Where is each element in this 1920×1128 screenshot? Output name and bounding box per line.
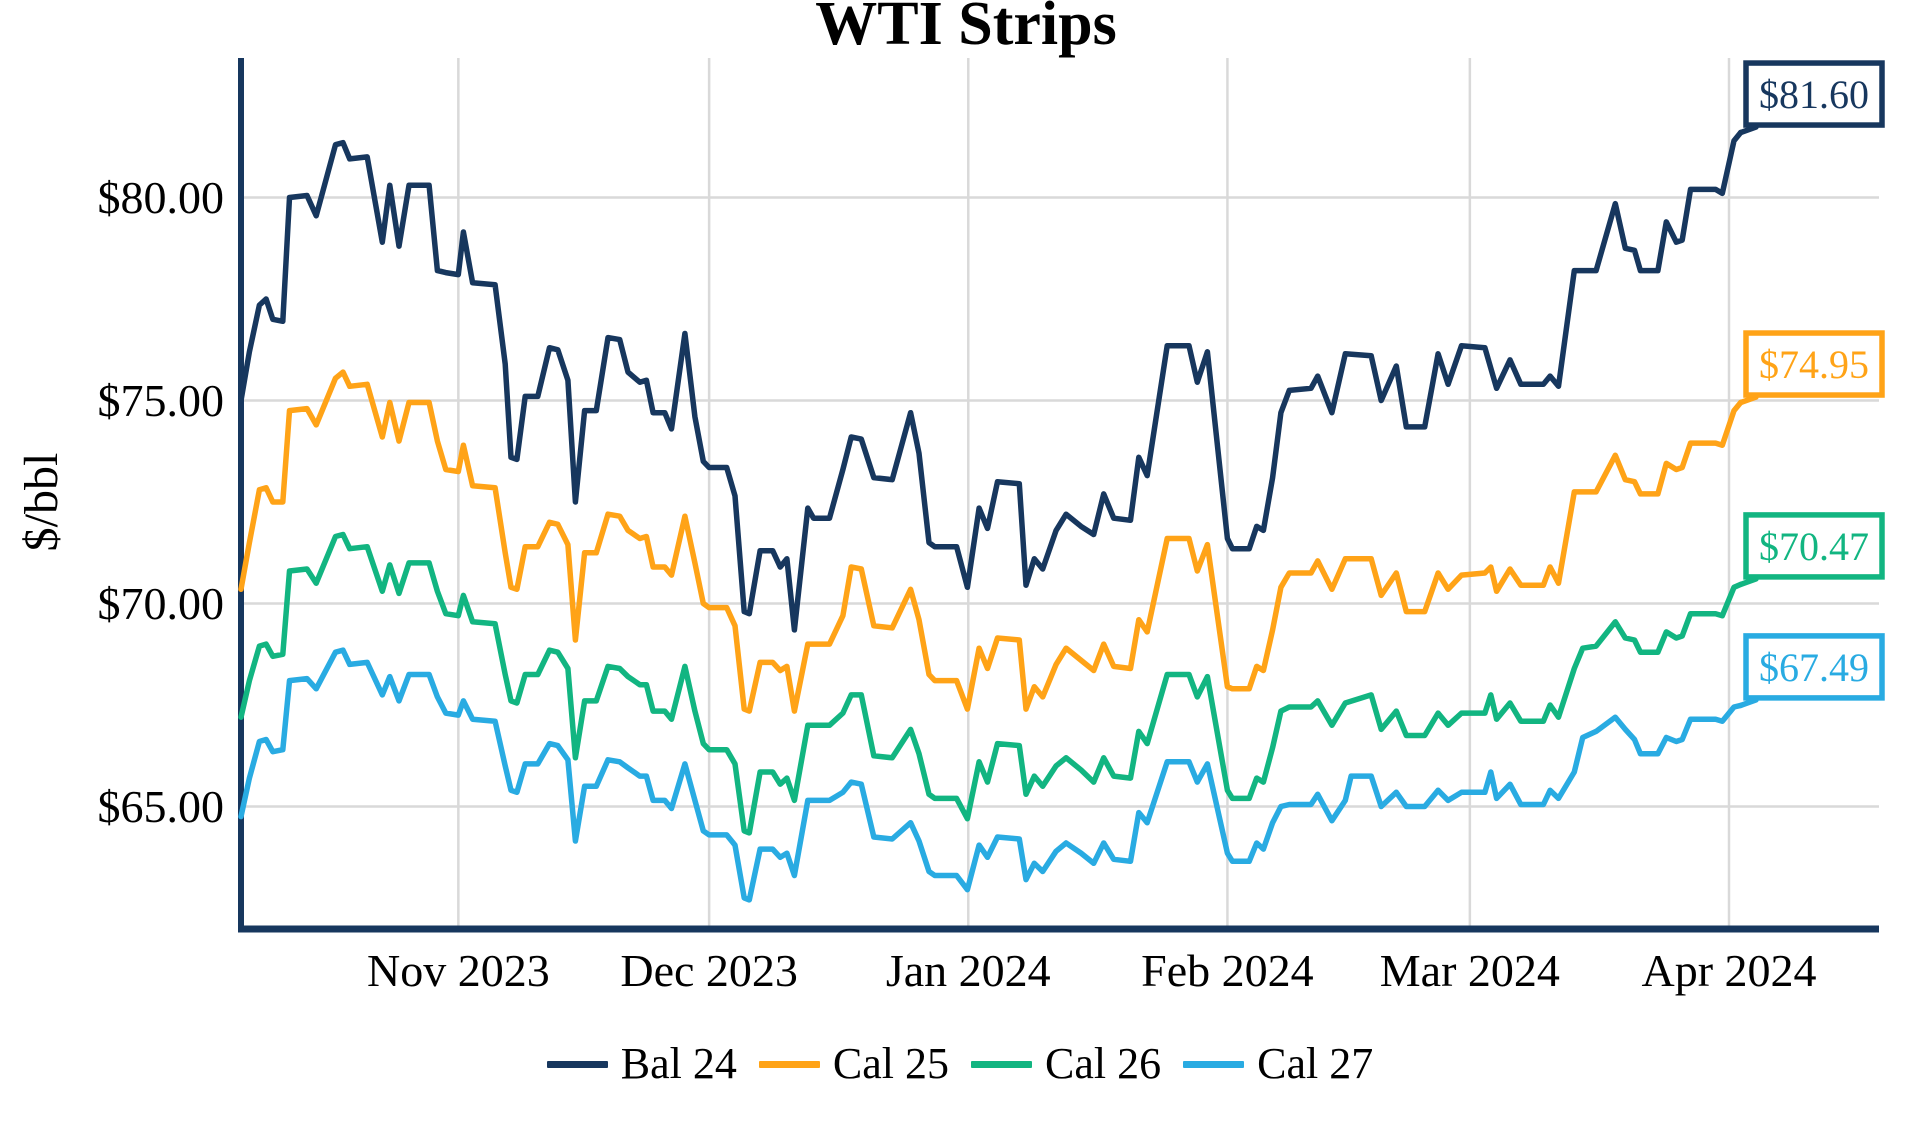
- x-tick-label: Jan 2024: [885, 945, 1051, 996]
- end-label-value: $74.95: [1759, 342, 1869, 387]
- end-label-box-cal-25: [1743, 330, 1885, 398]
- series-line-bal-24: [238, 129, 1744, 633]
- end-label-leader: [1737, 394, 1759, 406]
- grid-layer: [243, 58, 1879, 926]
- series-line-cal-27: [238, 647, 1744, 903]
- series-line-cal-25: [238, 369, 1744, 714]
- legend-label: Cal 25: [832, 1039, 949, 1088]
- end-label-box-bal-24: [1743, 60, 1885, 128]
- legend-label: Bal 24: [620, 1039, 737, 1088]
- legend-swatch-icon: [758, 1060, 820, 1068]
- y-tick-label: $65.00: [97, 780, 225, 832]
- x-tick-label: Feb 2024: [1141, 945, 1314, 996]
- legend-item-cal-25: Cal 25: [758, 1039, 949, 1088]
- end-label-leader: [1737, 124, 1759, 136]
- axis-layer: [238, 58, 1879, 933]
- end-label-value: $67.49: [1759, 645, 1869, 690]
- legend-item-bal-24: Bal 24: [546, 1039, 737, 1088]
- end-label-value: $81.60: [1759, 72, 1869, 117]
- y-tick-label: $80.00: [97, 171, 225, 223]
- series-layer: [238, 129, 1744, 903]
- legend-swatch-icon: [1183, 1060, 1245, 1068]
- x-tick-label: Apr 2024: [1641, 945, 1817, 996]
- end-label-box-cal-27: [1743, 633, 1885, 701]
- end-label-leader: [1737, 697, 1759, 709]
- x-tick-label: Mar 2024: [1379, 945, 1560, 996]
- legend-swatch-icon: [546, 1060, 608, 1068]
- legend-item-cal-26: Cal 26: [971, 1042, 1161, 1086]
- end-label-value: $70.47: [1759, 524, 1869, 569]
- legend-label: Cal 27: [1257, 1039, 1374, 1088]
- legend-swatch-icon: [971, 1060, 1032, 1068]
- x-tick-label: Dec 2023: [620, 945, 798, 996]
- series-line-cal-26: [238, 531, 1744, 836]
- legend-item-cal-27: Cal 27: [1183, 1042, 1373, 1086]
- x-tick-label: Nov 2023: [366, 945, 550, 996]
- y-tick-label: $75.00: [97, 374, 225, 426]
- y-tick-label: $70.00: [97, 577, 225, 629]
- end-label-leader: [1737, 576, 1759, 588]
- end-label-layer: $81.60 $74.95 $70.47 $67.49: [1737, 60, 1885, 709]
- legend-label: Cal 26: [1045, 1039, 1162, 1088]
- chart-legend: Bal 24 Cal 25 Cal 26 Cal 27: [0, 1042, 1920, 1086]
- chart-title: WTI Strips: [815, 0, 1117, 58]
- end-label-box-cal-26: [1743, 512, 1885, 580]
